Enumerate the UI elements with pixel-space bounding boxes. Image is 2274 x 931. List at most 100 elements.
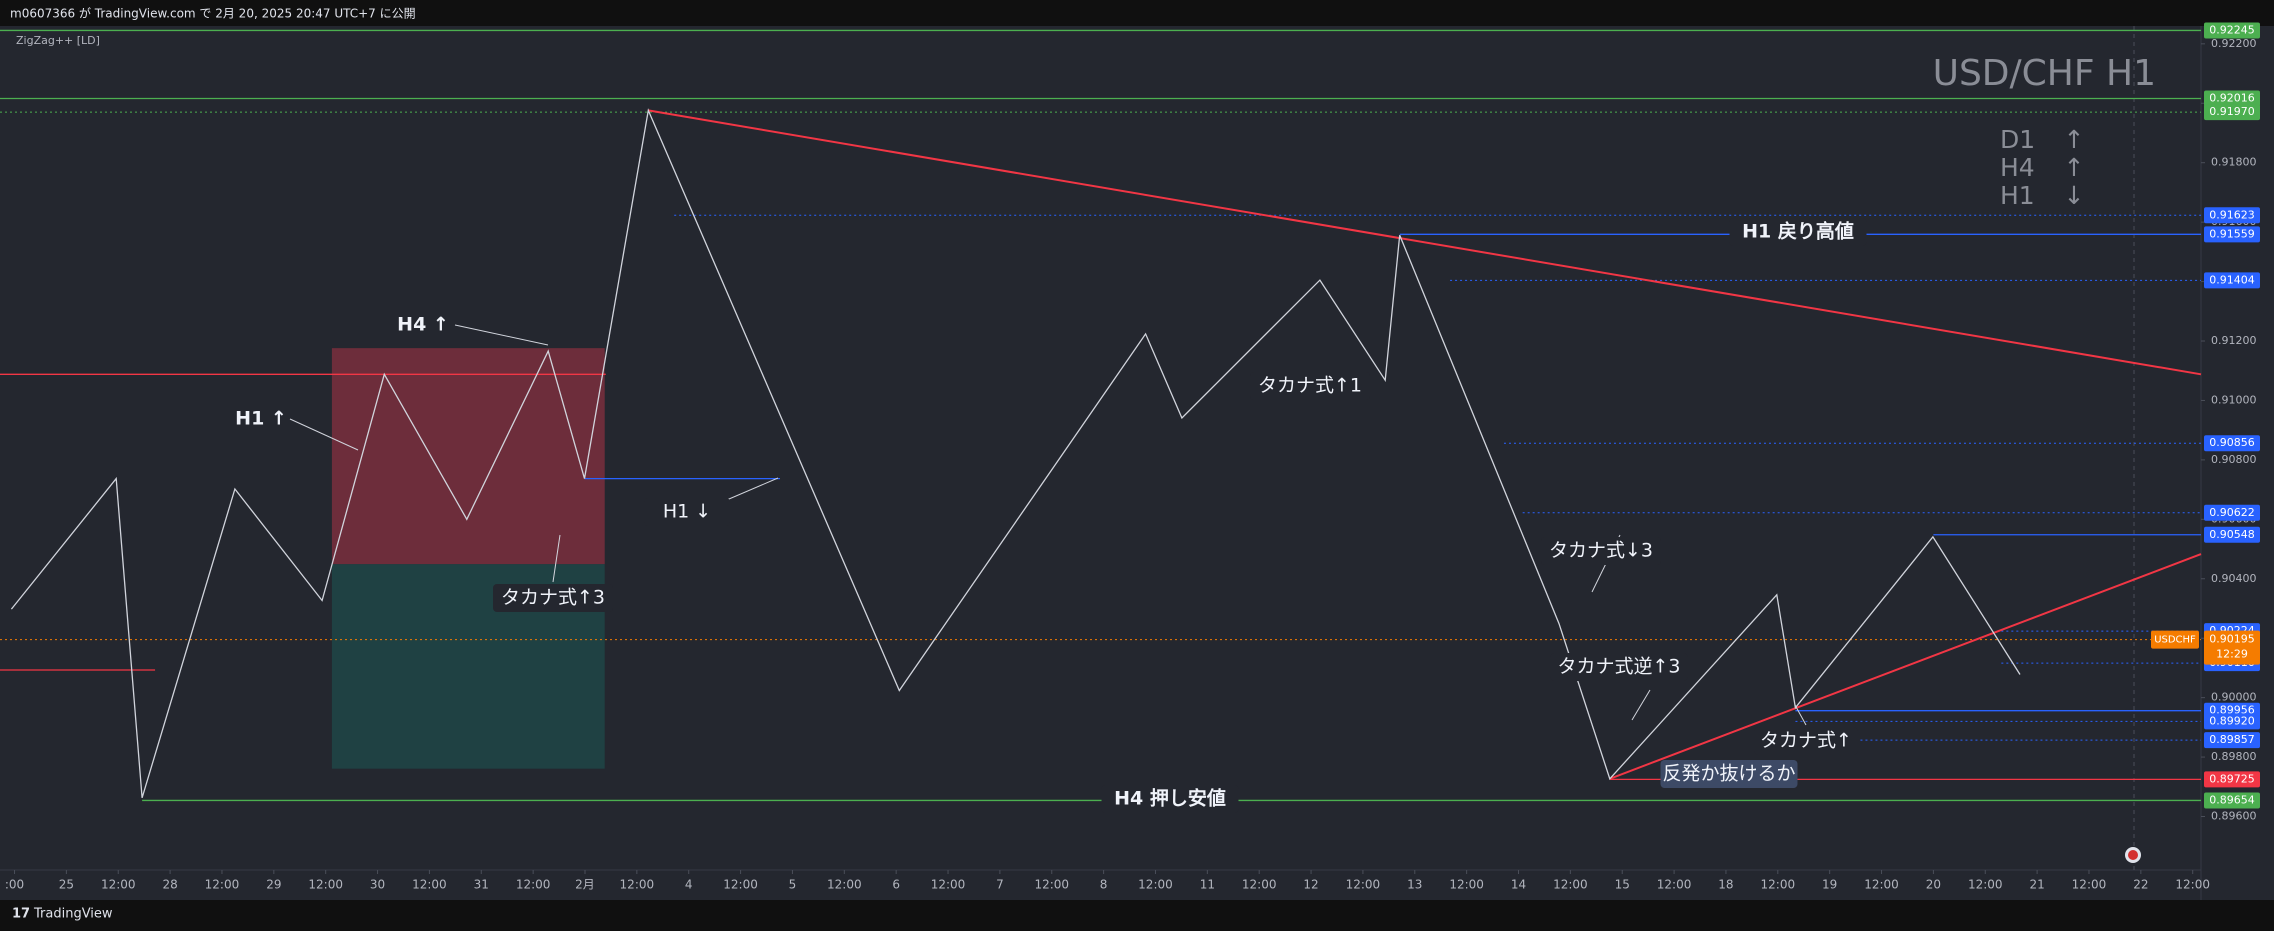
logo-mark: 17 [12, 907, 30, 922]
price-tag-label: 0.90195 [2209, 633, 2255, 646]
annotation-bg [493, 584, 613, 612]
annotation: タカナ式↑ [1760, 730, 1852, 752]
x-tick-label: 15 [1615, 878, 1630, 892]
top-bar [0, 0, 2274, 26]
x-tick-label: 5 [789, 878, 797, 892]
level-tag-label: 0.92016 [2209, 92, 2255, 105]
annotation: H4 ↑ [397, 314, 449, 336]
pointer-line [552, 534, 561, 583]
level-tag [2204, 792, 2260, 809]
x-tick-label: 12:00 [308, 878, 343, 892]
y-tick-label: 0.90400 [2211, 572, 2257, 585]
x-tick-label: 12:00 [412, 878, 447, 892]
indicator-label: ZigZag++ [LD] [16, 34, 100, 47]
publisher-text: m0607366 が TradingView.com で 2月 20, 2025… [10, 6, 416, 21]
level-tag-label: 0.89654 [2209, 793, 2255, 806]
pointer-line [289, 418, 359, 451]
annotation: 反発か抜けるか [1662, 763, 1795, 785]
countdown: 12:29 [2216, 648, 2248, 661]
level-tag [2204, 732, 2260, 749]
level-tag [2204, 104, 2260, 121]
x-tick-label: :00 [5, 878, 24, 892]
level-tag-label: 0.91970 [2209, 105, 2255, 118]
annotation-bg [1660, 760, 1798, 788]
level-tag-label: 0.91559 [2209, 227, 2255, 240]
trend-arrow: ↓ [2064, 181, 2085, 210]
bottom-bar [0, 900, 2274, 931]
x-tick-label: 8 [1100, 878, 1108, 892]
level-tag-label: 0.91623 [2209, 208, 2255, 221]
x-tick-label: 20 [1926, 878, 1941, 892]
level-tag [2204, 207, 2260, 224]
level-tag-label: 0.90622 [2209, 506, 2255, 519]
x-tick-label: 12:00 [1553, 878, 1588, 892]
trendline [1609, 553, 2202, 780]
trendline [648, 109, 2202, 376]
annotation-bg [1250, 372, 1370, 400]
flag-icon-inner [2128, 850, 2138, 860]
x-tick-label: 12:00 [2175, 878, 2210, 892]
y-tick-label: 0.89600 [2211, 810, 2257, 823]
y-tick-label: 0.90800 [2211, 453, 2257, 466]
annotation: H4 押し安値 [1114, 787, 1226, 810]
level-tag-label: 0.92245 [2209, 23, 2255, 36]
level-tag [2204, 713, 2260, 730]
x-tick-label: 12:00 [723, 878, 758, 892]
y-tick-label: 0.91000 [2211, 393, 2257, 406]
x-tick-label: 12:00 [1034, 878, 1069, 892]
y-tick-label: 0.90000 [2211, 691, 2257, 704]
x-tick-label: 12:00 [620, 878, 655, 892]
zone-box [331, 348, 605, 565]
x-tick-label: 12:00 [1346, 878, 1381, 892]
x-tick-label: 12 [1303, 878, 1318, 892]
annotation-bg [1550, 653, 1688, 681]
x-tick-label: 14 [1511, 878, 1526, 892]
x-tick-label: 29 [266, 878, 281, 892]
annotation-bg [1101, 785, 1239, 813]
level-tag [2204, 272, 2260, 289]
x-tick-label: 28 [162, 878, 177, 892]
x-tick-label: 12:00 [1968, 878, 2003, 892]
annotation: タカナ式↑1 [1258, 375, 1362, 397]
x-tick-label: 12:00 [827, 878, 862, 892]
brand: TradingView [33, 907, 113, 922]
pointer-line [1631, 689, 1651, 721]
level-tag-label: 0.90856 [2209, 436, 2255, 449]
x-tick-label: 12:00 [205, 878, 240, 892]
symbol-tag [2151, 630, 2199, 649]
x-tick-label: 21 [2029, 878, 2044, 892]
x-tick-label: 19 [1822, 878, 1837, 892]
level-tag [2204, 90, 2260, 107]
level-tag [2204, 22, 2260, 39]
annotation-bg [1541, 537, 1661, 565]
x-tick-label: 12:00 [1449, 878, 1484, 892]
y-tick-label: 0.89800 [2211, 750, 2257, 763]
x-tick-label: 2月 [575, 878, 595, 892]
x-tick-label: 4 [685, 878, 693, 892]
level-tag-label: 0.89920 [2209, 714, 2255, 727]
x-tick-label: 12:00 [1138, 878, 1173, 892]
trend-arrow: ↑ [2064, 153, 2085, 182]
level-tag [2204, 526, 2260, 543]
level-tag [2204, 504, 2260, 521]
x-tick-label: 22 [2133, 878, 2148, 892]
pointer-line [454, 324, 549, 346]
x-tick-label: 6 [892, 878, 900, 892]
level-tag [2204, 226, 2260, 243]
x-tick-label: 7 [996, 878, 1004, 892]
y-tick-label: 0.92200 [2211, 37, 2257, 50]
annotation: H1 ↑ [235, 408, 287, 430]
x-tick-label: 12:00 [101, 878, 136, 892]
trend-timeframe: D1 [2000, 125, 2035, 154]
x-tick-label: 12:00 [1761, 878, 1796, 892]
annotation: H1 戻り高値 [1742, 220, 1854, 243]
x-tick-label: 31 [474, 878, 489, 892]
x-tick-label: 25 [59, 878, 74, 892]
x-tick-label: 18 [1718, 878, 1733, 892]
level-tag-label: 0.89725 [2209, 772, 2255, 785]
trend-timeframe: H4 [2000, 153, 2035, 182]
annotation-bg [1729, 218, 1867, 246]
y-tick-label: 0.91800 [2211, 156, 2257, 169]
annotation: タカナ式逆↑3 [1557, 656, 1680, 678]
